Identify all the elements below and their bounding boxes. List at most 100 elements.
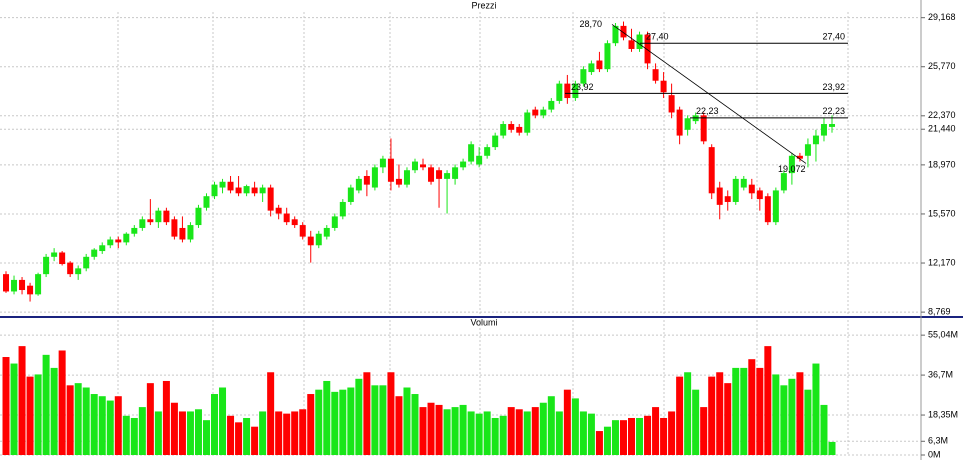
candle-body	[91, 249, 98, 257]
y-tick-label: 21,440	[928, 124, 956, 134]
volume-bar	[154, 411, 162, 455]
candle-body	[812, 135, 819, 145]
volume-bar	[780, 385, 788, 455]
volume-bar	[363, 372, 371, 455]
candle-body	[740, 178, 747, 188]
candle-body	[492, 135, 499, 148]
candle-body	[668, 95, 675, 113]
volume-bar	[371, 385, 379, 455]
volume-bar	[74, 383, 82, 455]
candle-body	[107, 239, 114, 246]
candle-body	[411, 161, 418, 171]
volume-bar	[259, 411, 267, 455]
volume-bar	[50, 367, 58, 455]
volume-bar	[194, 409, 202, 455]
volume-bar	[555, 411, 563, 455]
candle-body	[788, 155, 795, 174]
volume-bar	[812, 363, 820, 455]
candle-body	[379, 158, 386, 168]
candle-body	[684, 118, 691, 130]
candle-body	[580, 69, 587, 84]
volume-bar	[146, 383, 154, 455]
volume-bar	[411, 394, 419, 455]
volume-bar	[475, 413, 483, 455]
y-tick-label: 8,769	[928, 306, 951, 316]
volume-bar	[724, 383, 732, 455]
level-label: 22,23	[696, 106, 719, 116]
volume-bar	[507, 407, 515, 455]
candle-body	[395, 178, 402, 185]
volume-bar	[355, 378, 363, 455]
candle-body	[115, 239, 122, 243]
candle-body	[291, 219, 298, 226]
volume-bar	[162, 380, 170, 455]
candle-body	[171, 219, 178, 237]
volume-bar	[275, 411, 283, 455]
candle-body	[195, 207, 202, 226]
volume-bar	[796, 372, 804, 455]
candle-body	[219, 181, 226, 188]
candle-body	[211, 184, 218, 197]
candle-body	[99, 245, 106, 252]
candle-body	[500, 124, 507, 136]
candle-body	[596, 60, 603, 70]
volume-bar	[435, 404, 443, 455]
volume-bar	[459, 404, 467, 455]
candle-body	[131, 227, 138, 234]
volume-bar	[571, 398, 579, 455]
candle-body	[476, 155, 483, 165]
volume-bar	[235, 422, 243, 455]
volume-bar	[34, 374, 42, 455]
volume-bar	[114, 396, 122, 455]
candle-body	[764, 196, 771, 223]
candle-body	[724, 196, 731, 202]
candle-body	[75, 268, 82, 275]
volume-bar	[804, 389, 812, 455]
level-label: 22,23	[822, 106, 845, 116]
volume-bar	[628, 417, 636, 455]
candle-body	[363, 175, 370, 185]
volume-bar	[491, 417, 499, 455]
candle-body	[3, 274, 10, 292]
candle-body	[540, 109, 547, 116]
candle-body	[460, 161, 467, 168]
volume-bar	[644, 415, 652, 455]
candle-body	[299, 225, 306, 237]
candle-body	[676, 109, 683, 136]
candle-body	[828, 124, 835, 127]
y-tick-label: 18,970	[928, 159, 956, 169]
volume-bar	[267, 372, 275, 455]
y-tick-label: 36,7M	[928, 369, 953, 379]
y-tick-label: 25,770	[928, 61, 956, 71]
volume-bar	[251, 426, 259, 455]
candle-body	[387, 158, 394, 182]
volume-bar	[170, 402, 178, 455]
volume-bar	[716, 372, 724, 455]
candle-body	[243, 186, 250, 194]
candle-body	[371, 167, 378, 188]
volume-bar	[660, 417, 668, 455]
candle-body	[283, 213, 290, 223]
candle-body	[604, 43, 611, 70]
candle-body	[251, 187, 258, 194]
volume-bar	[395, 396, 403, 455]
volume-bar	[403, 387, 411, 455]
volume-bar	[748, 359, 756, 455]
candle-body	[35, 274, 42, 295]
volume-bar	[90, 394, 98, 455]
level-label: 27,40	[822, 32, 845, 42]
volume-bar	[227, 415, 235, 455]
volume-bar	[676, 376, 684, 455]
candle-body	[732, 178, 739, 202]
y-tick-label: 12,170	[928, 257, 956, 267]
volume-bar	[547, 396, 555, 455]
volume-bar	[700, 407, 708, 455]
candle-body	[708, 147, 715, 194]
candle-body	[548, 100, 555, 110]
volume-bar	[611, 420, 619, 455]
candle-body	[780, 173, 787, 191]
candle-body	[203, 196, 210, 208]
y-tick-label: 29,168	[928, 12, 956, 22]
y-tick-label: 55,04M	[928, 330, 958, 340]
